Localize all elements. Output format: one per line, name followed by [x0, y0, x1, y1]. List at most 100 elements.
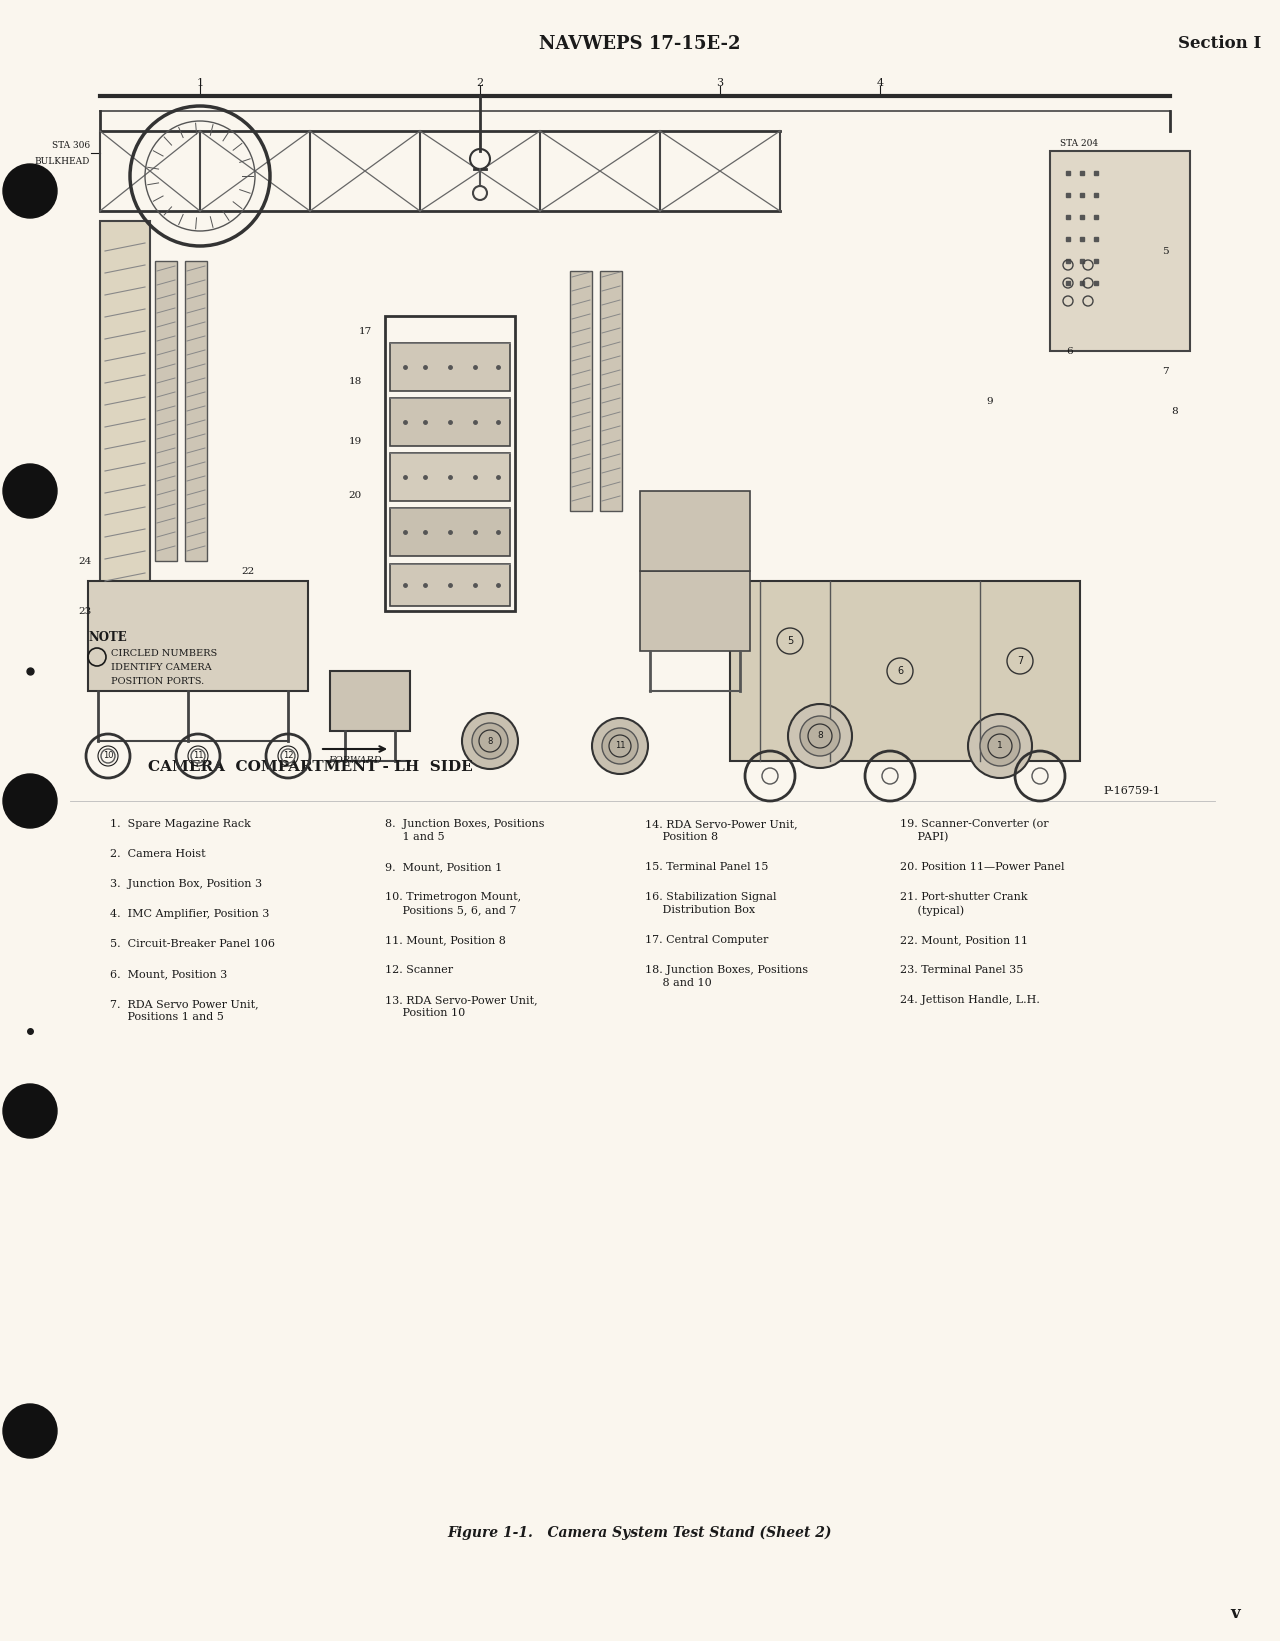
- Text: CIRCLED NUMBERS: CIRCLED NUMBERS: [111, 648, 218, 658]
- Bar: [730, 581, 1080, 761]
- Text: 3.  Junction Box, Position 3: 3. Junction Box, Position 3: [110, 880, 262, 889]
- Text: 2: 2: [476, 79, 484, 89]
- Text: 10: 10: [102, 752, 113, 760]
- Text: 1: 1: [196, 79, 204, 89]
- Text: Positions 1 and 5: Positions 1 and 5: [110, 1012, 224, 1022]
- Circle shape: [591, 719, 648, 775]
- Text: 12. Scanner: 12. Scanner: [385, 965, 453, 975]
- Text: FORWARD: FORWARD: [328, 757, 381, 765]
- Bar: [88, 581, 308, 691]
- Circle shape: [3, 1085, 58, 1137]
- Text: 8: 8: [488, 737, 493, 745]
- Text: PAPI): PAPI): [900, 832, 948, 842]
- Circle shape: [3, 464, 58, 519]
- Circle shape: [462, 712, 518, 770]
- Text: 24. Jettison Handle, L.H.: 24. Jettison Handle, L.H.: [900, 994, 1039, 1004]
- Text: Figure 1-1.   Camera System Test Stand (Sheet 2): Figure 1-1. Camera System Test Stand (Sh…: [448, 1526, 832, 1541]
- Bar: [390, 453, 509, 501]
- Circle shape: [968, 714, 1032, 778]
- Text: 9: 9: [987, 397, 993, 405]
- Text: 8: 8: [1171, 407, 1179, 415]
- Bar: [385, 317, 515, 610]
- Bar: [155, 261, 177, 561]
- Bar: [640, 491, 750, 571]
- Text: Distribution Box: Distribution Box: [645, 904, 755, 916]
- Text: 5: 5: [1162, 246, 1169, 256]
- Text: 11: 11: [614, 742, 625, 750]
- Circle shape: [800, 715, 840, 757]
- Bar: [390, 509, 509, 556]
- Text: 11: 11: [193, 752, 204, 760]
- Text: 20. Position 11—Power Panel: 20. Position 11—Power Panel: [900, 862, 1065, 871]
- Bar: [100, 222, 150, 591]
- Circle shape: [980, 725, 1020, 766]
- Text: P-16759-1: P-16759-1: [1103, 786, 1160, 796]
- Text: 14. RDA Servo-Power Unit,: 14. RDA Servo-Power Unit,: [645, 819, 797, 829]
- Text: 5.  Circuit-Breaker Panel 106: 5. Circuit-Breaker Panel 106: [110, 939, 275, 948]
- Text: 21. Port-shutter Crank: 21. Port-shutter Crank: [900, 893, 1028, 903]
- Circle shape: [3, 775, 58, 829]
- Text: 2.  Camera Hoist: 2. Camera Hoist: [110, 848, 206, 858]
- Text: 19. Scanner-Converter (or: 19. Scanner-Converter (or: [900, 819, 1048, 829]
- Text: 8 and 10: 8 and 10: [645, 978, 712, 988]
- Text: 1 and 5: 1 and 5: [385, 832, 444, 842]
- Bar: [70, 72, 1215, 773]
- Text: 5: 5: [787, 637, 794, 647]
- Text: CAMERA  COMPARTMENT - LH  SIDE: CAMERA COMPARTMENT - LH SIDE: [147, 760, 472, 775]
- Text: 18. Junction Boxes, Positions: 18. Junction Boxes, Positions: [645, 965, 808, 975]
- Text: 7: 7: [1016, 656, 1023, 666]
- Circle shape: [788, 704, 852, 768]
- Text: POSITION PORTS.: POSITION PORTS.: [111, 676, 205, 686]
- Text: 1: 1: [997, 742, 1002, 750]
- Text: 23: 23: [78, 607, 92, 615]
- Circle shape: [3, 164, 58, 218]
- Text: 4: 4: [877, 79, 883, 89]
- Circle shape: [472, 724, 508, 760]
- Bar: [390, 343, 509, 391]
- Text: v: v: [1230, 1605, 1240, 1621]
- Text: 7: 7: [1162, 366, 1169, 376]
- Text: NOTE: NOTE: [88, 632, 127, 643]
- Text: 1.  Spare Magazine Rack: 1. Spare Magazine Rack: [110, 819, 251, 829]
- Text: 23. Terminal Panel 35: 23. Terminal Panel 35: [900, 965, 1024, 975]
- Text: 11. Mount, Position 8: 11. Mount, Position 8: [385, 935, 506, 945]
- Text: 15. Terminal Panel 15: 15. Terminal Panel 15: [645, 862, 768, 871]
- Text: STA 204: STA 204: [1060, 138, 1098, 148]
- Text: 9.  Mount, Position 1: 9. Mount, Position 1: [385, 862, 502, 871]
- Text: Positions 5, 6, and 7: Positions 5, 6, and 7: [385, 904, 516, 916]
- Text: 22. Mount, Position 11: 22. Mount, Position 11: [900, 935, 1028, 945]
- Text: STA 306: STA 306: [52, 141, 90, 151]
- Bar: [390, 399, 509, 446]
- Text: 24: 24: [78, 556, 92, 566]
- Text: 7.  RDA Servo Power Unit,: 7. RDA Servo Power Unit,: [110, 999, 259, 1009]
- Text: 12: 12: [283, 752, 293, 760]
- Circle shape: [3, 1405, 58, 1457]
- Bar: [390, 565, 509, 606]
- Text: Section I: Section I: [1179, 36, 1262, 53]
- Bar: [186, 261, 207, 561]
- Text: 6.  Mount, Position 3: 6. Mount, Position 3: [110, 968, 228, 980]
- Text: 8: 8: [817, 732, 823, 740]
- Text: 13. RDA Servo-Power Unit,: 13. RDA Servo-Power Unit,: [385, 994, 538, 1004]
- Text: 17: 17: [358, 327, 371, 335]
- Text: BULKHEAD: BULKHEAD: [35, 156, 90, 166]
- Text: 6: 6: [1066, 346, 1074, 356]
- Text: 19: 19: [348, 437, 362, 445]
- Text: 8.  Junction Boxes, Positions: 8. Junction Boxes, Positions: [385, 819, 544, 829]
- Text: 16. Stabilization Signal: 16. Stabilization Signal: [645, 893, 777, 903]
- Text: NAVWEPS 17-15E-2: NAVWEPS 17-15E-2: [539, 34, 741, 53]
- Text: Position 8: Position 8: [645, 832, 718, 842]
- Text: 3: 3: [717, 79, 723, 89]
- Text: 10. Trimetrogon Mount,: 10. Trimetrogon Mount,: [385, 893, 521, 903]
- Circle shape: [602, 729, 637, 765]
- Bar: [330, 671, 410, 730]
- Text: 6: 6: [897, 666, 904, 676]
- Text: 22: 22: [242, 566, 255, 576]
- Bar: [1050, 151, 1190, 351]
- Bar: [640, 571, 750, 651]
- Text: 4.  IMC Amplifier, Position 3: 4. IMC Amplifier, Position 3: [110, 909, 269, 919]
- Bar: [570, 271, 591, 510]
- Text: 18: 18: [348, 376, 362, 386]
- Text: IDENTIFY CAMERA: IDENTIFY CAMERA: [111, 663, 211, 671]
- Text: Position 10: Position 10: [385, 1008, 465, 1017]
